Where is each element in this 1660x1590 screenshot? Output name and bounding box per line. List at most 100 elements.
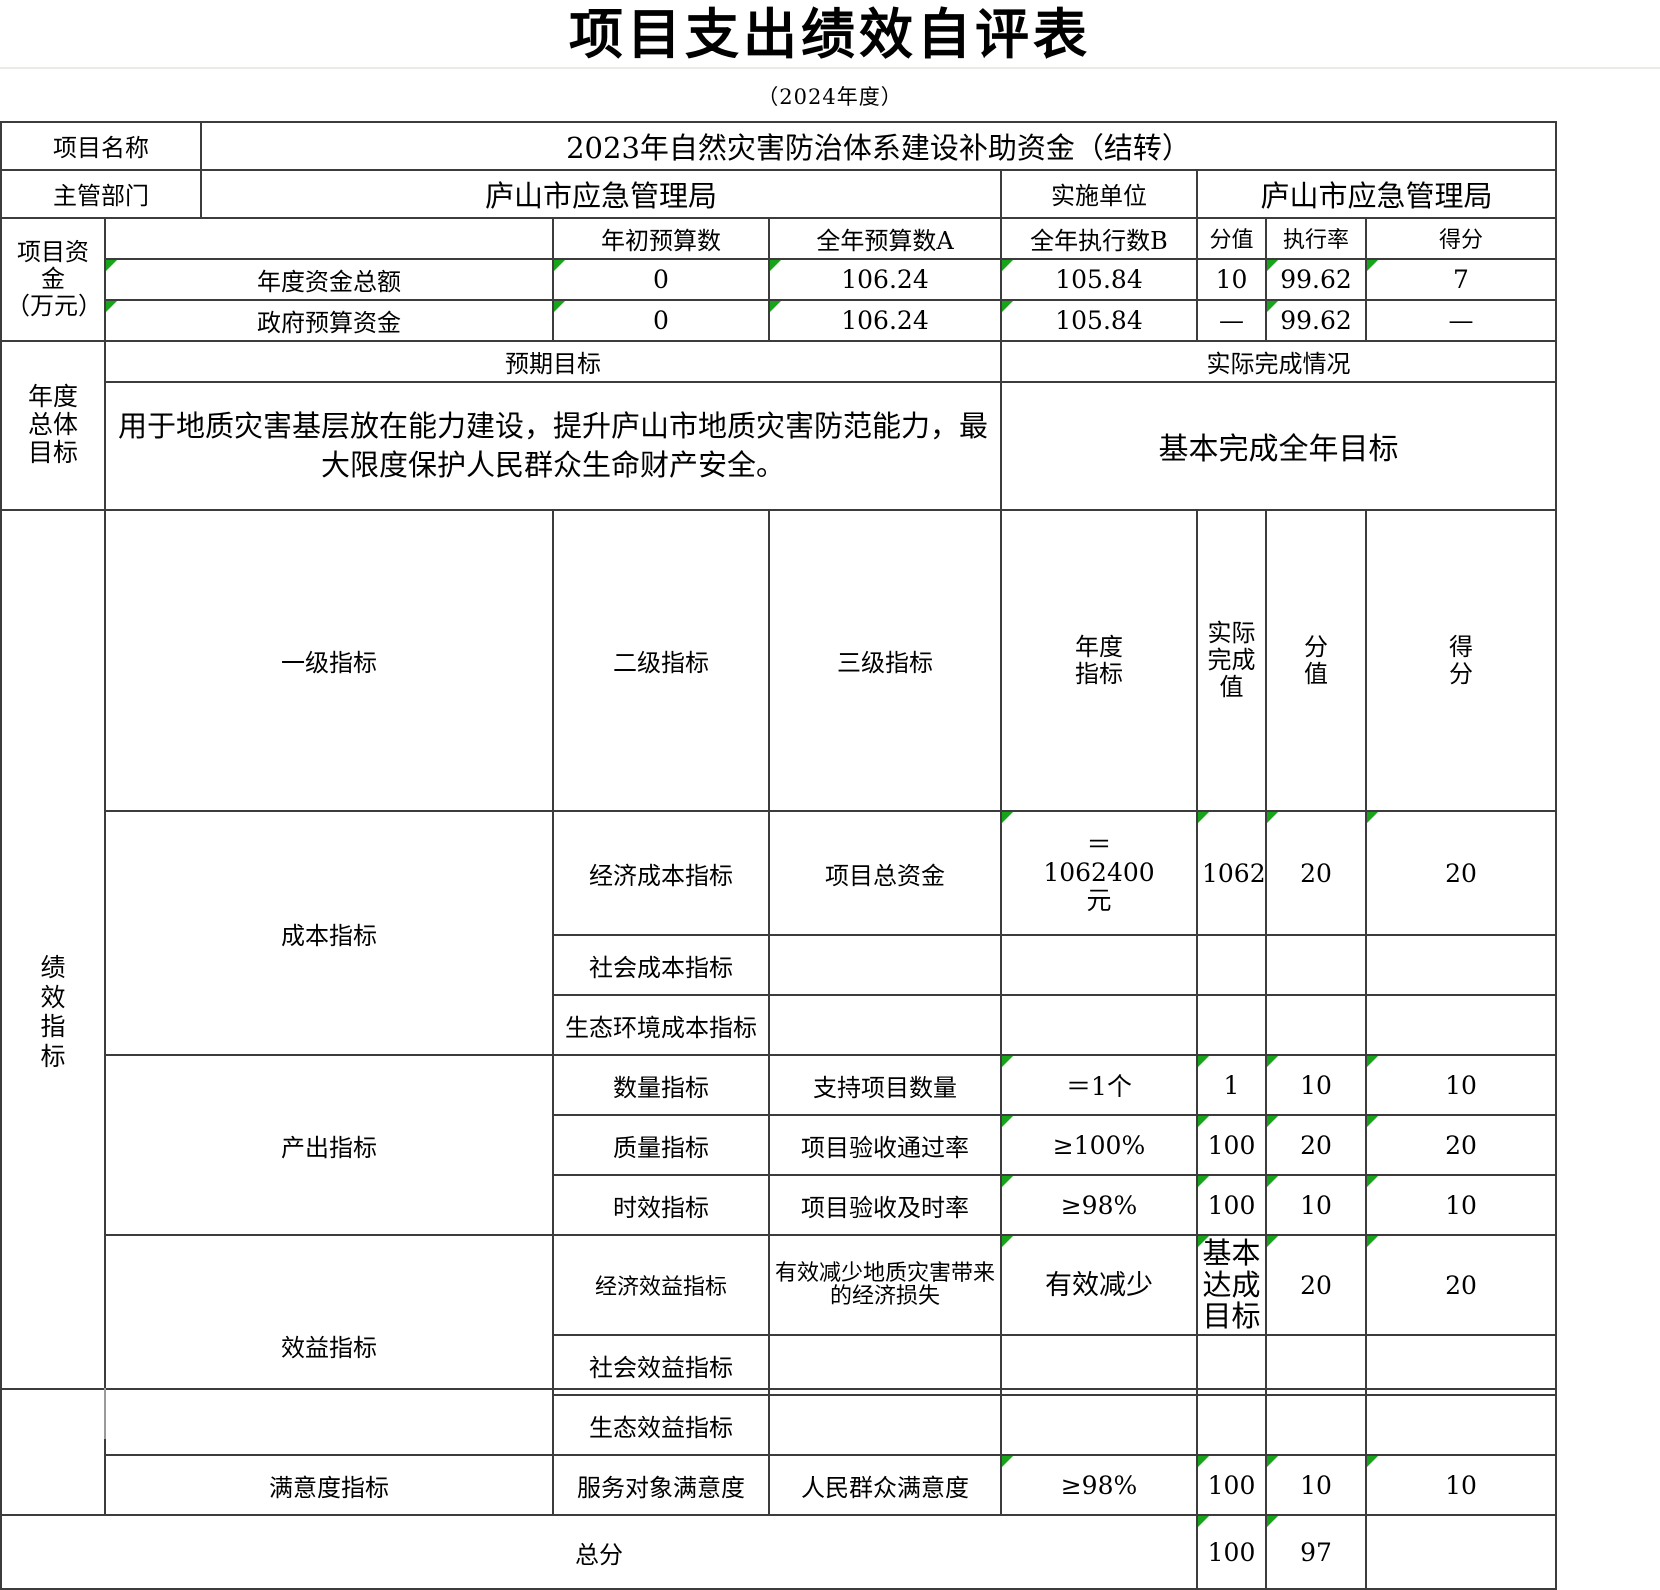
performance-self-evaluation-table: 项目名称 2023年自然灾害防治体系建设补助资金（结转） 主管部门 庐山市应急管… <box>0 120 1557 1590</box>
expected-goal-text: 用于地质灾害基层放在能力建设，提升庐山市地质灾害防范能力，最大限度保护人民群众生… <box>104 380 1002 511</box>
col-year-exec: 全年执行数B <box>1000 216 1198 260</box>
level2-label: 社会效益指标 <box>552 1334 770 1397</box>
annual-target-text: 有效减少 <box>1045 1269 1153 1301</box>
sheet-bottom-border <box>0 1388 1555 1390</box>
level2-label: 经济成本指标 <box>552 810 770 937</box>
indicators-side-char-2: 指 <box>40 1012 66 1042</box>
funds-score-value: — <box>1196 298 1267 342</box>
funds-score: — <box>1365 298 1557 342</box>
level3-label: 有效减少地质灾害带来的经济损失 <box>768 1234 1002 1337</box>
funds-label-line1: 项目资金 <box>17 237 89 293</box>
indicator-row: 产出指标 数量指标 支持项目数量 ＝1个 1 10 10 <box>1 1054 1557 1237</box>
level2-label: 社会成本指标 <box>552 934 770 997</box>
level3-label <box>768 1334 1002 1397</box>
level1-benefit: 效益指标 <box>104 1234 554 1457</box>
subtitle-text: （2024年度） <box>757 84 903 109</box>
col-actual-value-l2: 完成值 <box>1207 646 1256 701</box>
funds-begin-budget: 0 <box>552 257 770 301</box>
funds-row-label: 年度资金总额 <box>104 257 554 301</box>
indicator-score-value: 10 <box>1265 1454 1367 1517</box>
indicator-row: 满意度指标 服务对象满意度 人民群众满意度 ≥98% 100 10 10 <box>1 1454 1557 1517</box>
col-score-value: 分值 <box>1196 216 1267 260</box>
indicators-side-label: 绩 效 指 标 <box>0 508 106 1517</box>
total-deviation <box>1365 1514 1557 1590</box>
funds-year-exec: 105.84 <box>1000 257 1198 301</box>
col-begin-budget: 年初预算数 <box>552 216 770 260</box>
annual-target-value: 有效减少 <box>1000 1234 1198 1337</box>
indicator-score: 20 <box>1365 810 1557 937</box>
level1-satisfaction: 满意度指标 <box>104 1454 554 1517</box>
actual-value <box>1196 1334 1267 1397</box>
department-row: 主管部门 庐山市应急管理局 实施单位 庐山市应急管理局 <box>0 168 1557 219</box>
indicator-header-row: 绩 效 指 标 一级指标 二级指标 三级指标 年度 指标 实际 完成值 分 值 … <box>0 508 1557 1517</box>
actual-value: 基本达成目标 <box>1196 1234 1267 1337</box>
annual-goal-side-l2: 总体 <box>27 410 78 440</box>
total-row: 总分 100 97 <box>0 1514 1557 1590</box>
funds-score: 7 <box>1365 257 1557 301</box>
funds-exec-rate: 99.62 <box>1265 257 1367 301</box>
col-annual-target-l1: 年度 <box>1075 632 1123 661</box>
annual-target-line-0: ＝ <box>1086 830 1112 860</box>
total-label: 总分 <box>0 1514 1198 1590</box>
funds-blank-corner <box>104 216 554 260</box>
actual-value <box>1196 1394 1267 1457</box>
annual-target-line-2: 元 <box>1086 886 1112 916</box>
level2-label: 生态环境成本指标 <box>552 994 770 1057</box>
level3-label: 项目验收通过率 <box>768 1114 1002 1177</box>
indicator-score <box>1365 994 1557 1057</box>
indicators-side-char-3: 标 <box>40 1041 66 1071</box>
indicator-row: 社会效益指标 <box>1 1334 1557 1397</box>
col-score-l2: 分 <box>1449 659 1473 688</box>
col-actual-value-l1: 实际 <box>1207 619 1256 648</box>
actual-value: 1062400 <box>1196 810 1267 937</box>
indicator-score: 10 <box>1365 1454 1557 1517</box>
col-score-l1: 得 <box>1449 632 1473 661</box>
actual-value <box>1196 934 1267 997</box>
annual-goal-side-label: 年度 总体 目标 <box>0 339 106 511</box>
funds-row-label: 政府预算资金 <box>104 298 554 342</box>
level2-label: 服务对象满意度 <box>552 1454 770 1517</box>
level3-label: 项目总资金 <box>768 810 1002 937</box>
level3-label <box>768 1394 1002 1457</box>
sheet-bottom-gridline <box>104 1388 106 1439</box>
indicator-row: 时效指标 项目验收及时率 ≥98% 100 10 10 <box>1 1174 1557 1237</box>
annual-goal-side-l1: 年度 <box>27 382 78 412</box>
funds-exec-rate: 99.62 <box>1265 298 1367 342</box>
level3-label: 支持项目数量 <box>768 1054 1002 1117</box>
department-value: 庐山市应急管理局 <box>200 168 1002 219</box>
actual-value <box>1196 994 1267 1057</box>
col-annual-target-l2: 指标 <box>1075 659 1123 688</box>
col-year-budget: 全年预算数A <box>768 216 1002 260</box>
indicator-score-value: 20 <box>1265 810 1367 937</box>
annual-target-value <box>1000 934 1198 997</box>
indicator-score-value: 20 <box>1265 1234 1367 1337</box>
indicator-score-value <box>1265 1334 1367 1397</box>
funds-begin-budget: 0 <box>552 298 770 342</box>
level3-label: 人民群众满意度 <box>768 1454 1002 1517</box>
indicators-side-char-0: 绩 <box>40 953 66 983</box>
project-name-value: 2023年自然灾害防治体系建设补助资金（结转） <box>200 120 1557 171</box>
indicator-score-value <box>1265 1394 1367 1457</box>
funds-row-government: 政府预算资金 0 106.24 105.84 — 99.62 — <box>1 298 1557 342</box>
level3-label-text: 有效减少地质灾害带来的经济损失 <box>774 1260 995 1310</box>
annual-target-value: ≥98% <box>1000 1454 1198 1517</box>
annual-target-value: ≥100% <box>1000 1114 1198 1177</box>
indicators-side-char-1: 效 <box>40 982 66 1012</box>
level2-label: 经济效益指标 <box>552 1234 770 1337</box>
indicator-row: 生态环境成本指标 <box>1 994 1557 1057</box>
indicator-score <box>1365 1394 1557 1457</box>
actual-value: 100 <box>1196 1174 1267 1237</box>
document-title: 项目支出绩效自评表 （2024年度） <box>0 0 1660 111</box>
col-actual-value: 实际 完成值 <box>1196 508 1267 813</box>
indicator-score-value: 20 <box>1265 1114 1367 1177</box>
annual-target-value: ＝ 1062400 元 <box>1000 810 1198 937</box>
total-score: 97 <box>1265 1514 1367 1590</box>
col-score-value-l1: 分 <box>1304 632 1328 661</box>
level2-label: 数量指标 <box>552 1054 770 1117</box>
actual-value: 100 <box>1196 1114 1267 1177</box>
level3-label <box>768 934 1002 997</box>
annual-goal-side-l3: 目标 <box>27 438 78 468</box>
level2-label: 时效指标 <box>552 1174 770 1237</box>
implementing-unit-value: 庐山市应急管理局 <box>1196 168 1557 219</box>
indicator-score-value <box>1265 934 1367 997</box>
